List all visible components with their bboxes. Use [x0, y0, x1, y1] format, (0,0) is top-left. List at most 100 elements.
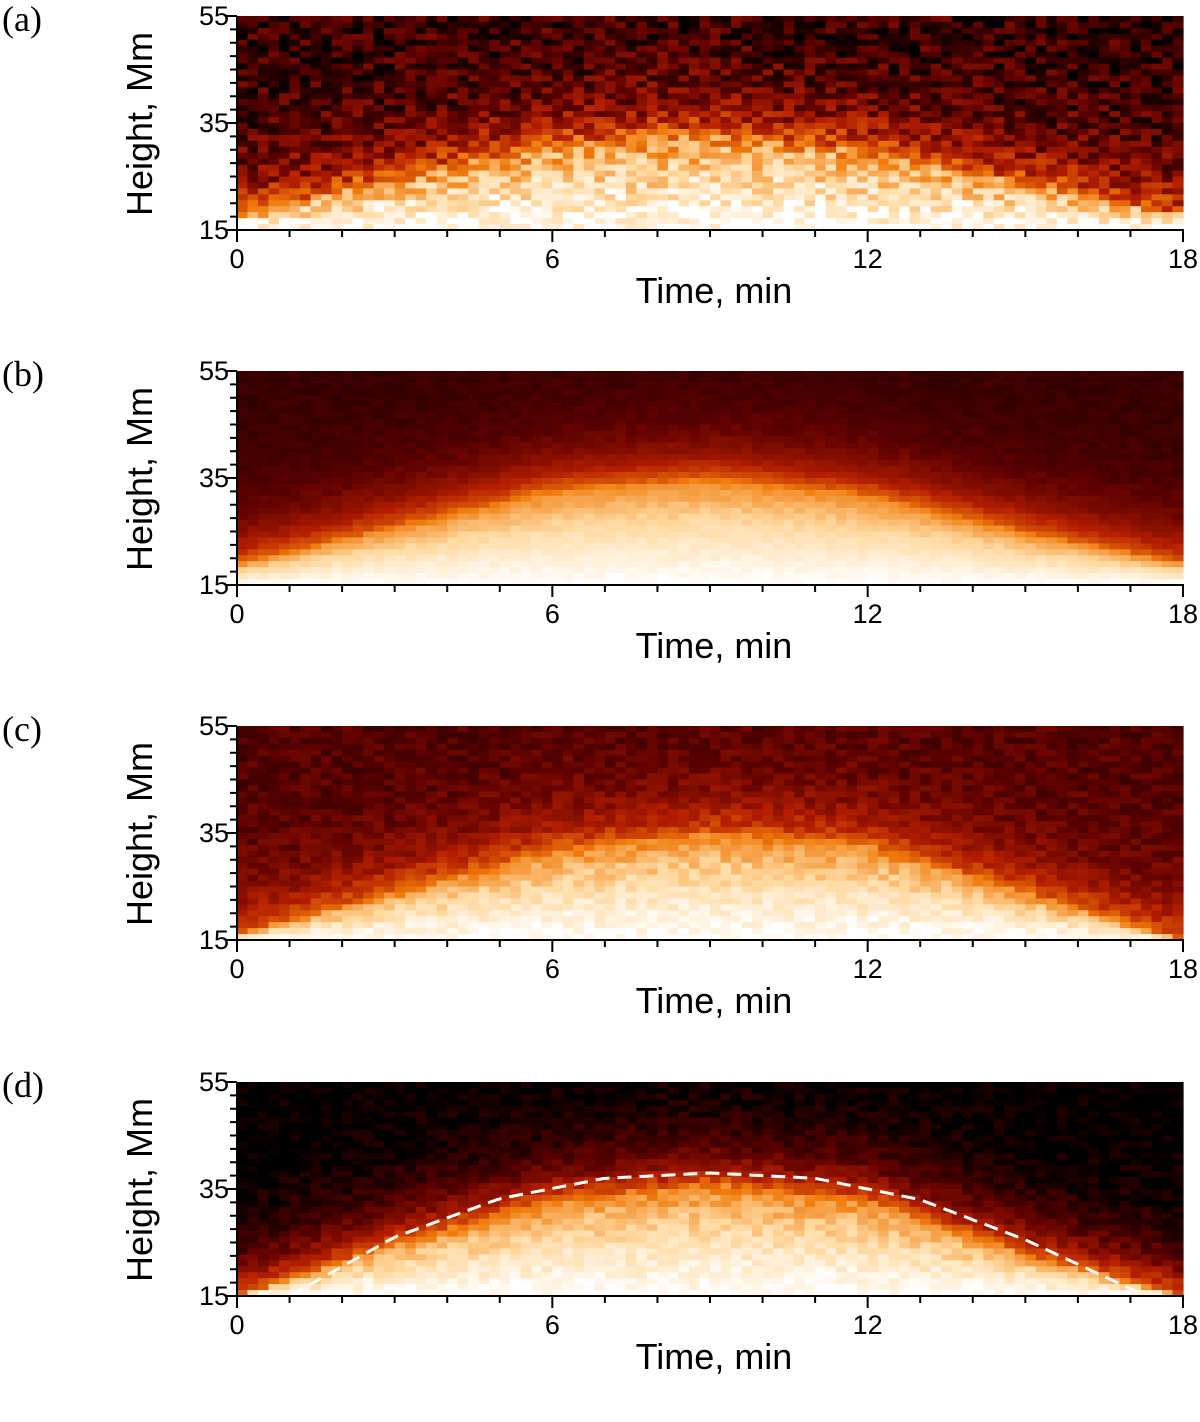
heatmap-cell — [479, 64, 490, 71]
heatmap-cell — [374, 448, 385, 455]
heatmap-cell — [805, 81, 816, 88]
heatmap-cell — [500, 377, 511, 384]
heatmap-cell — [458, 153, 469, 160]
heatmap-cell — [563, 430, 574, 437]
heatmap-cell — [1088, 165, 1099, 172]
heatmap-cell — [889, 64, 900, 71]
heatmap-cell — [426, 177, 437, 184]
heatmap-cell — [752, 46, 763, 53]
heatmap-cell — [363, 123, 374, 130]
heatmap-cell — [384, 543, 395, 550]
heatmap-cell — [248, 70, 259, 77]
heatmap-cell — [699, 28, 710, 35]
heatmap-cell — [836, 141, 847, 148]
heatmap-cell — [941, 58, 952, 65]
heatmap-cell — [668, 472, 679, 479]
heatmap-cell — [416, 171, 427, 178]
heatmap-cell — [594, 28, 605, 35]
heatmap-cell — [878, 147, 889, 154]
heatmap-cell — [279, 466, 290, 473]
heatmap-cell — [458, 508, 469, 515]
heatmap-cell — [742, 212, 753, 219]
heatmap-cell — [773, 117, 784, 124]
heatmap-cell — [290, 389, 301, 396]
heatmap-cell — [353, 573, 364, 580]
heatmap-cell — [552, 460, 563, 467]
heatmap-cell — [615, 141, 626, 148]
heatmap-cell — [721, 407, 732, 414]
heatmap-cell — [353, 567, 364, 574]
heatmap-cell — [384, 28, 395, 35]
heatmap-cell — [731, 159, 742, 166]
heatmap-cell — [668, 93, 679, 100]
heatmap-cell — [521, 87, 532, 94]
heatmap-cell — [1067, 93, 1078, 100]
heatmap-cell — [531, 34, 542, 41]
heatmap-cell — [248, 105, 259, 112]
heatmap-cell — [395, 52, 406, 59]
heatmap-cell — [416, 460, 427, 467]
heatmap-cell — [237, 46, 248, 53]
heatmap-cell — [952, 46, 963, 53]
heatmap-cell — [290, 111, 301, 118]
heatmap-cell — [321, 419, 332, 426]
heatmap-cell — [1025, 117, 1036, 124]
heatmap-cell — [258, 99, 269, 106]
heatmap-cell — [458, 425, 469, 432]
heatmap-cell — [668, 159, 679, 166]
heatmap-cell — [668, 70, 679, 77]
heatmap-cell — [521, 407, 532, 414]
heatmap-cell — [1078, 171, 1089, 178]
heatmap-cell — [542, 188, 553, 195]
heatmap-cell — [1088, 218, 1099, 225]
heatmap-cell — [342, 430, 353, 437]
heatmap-cell — [468, 52, 479, 59]
heatmap-cell — [594, 40, 605, 47]
heatmap-cell — [1088, 34, 1099, 41]
heatmap-cell — [826, 218, 837, 225]
heatmap-cell — [563, 377, 574, 384]
heatmap-cell — [889, 16, 900, 23]
heatmap-cell — [1141, 81, 1152, 88]
heatmap-cell — [1120, 129, 1131, 136]
heatmap-cell — [279, 22, 290, 29]
heatmap-cell — [374, 371, 385, 378]
heatmap-cell — [962, 129, 973, 136]
heatmap-cell — [910, 46, 921, 53]
heatmap-cell — [279, 543, 290, 550]
heatmap-cell — [626, 22, 637, 29]
heatmap-cell — [994, 64, 1005, 71]
heatmap-cell — [300, 395, 311, 402]
heatmap-cell — [258, 165, 269, 172]
heatmap-cell — [531, 549, 542, 556]
heatmap-cell — [237, 425, 248, 432]
heatmap-cell — [636, 502, 647, 509]
heatmap-cell — [500, 401, 511, 408]
heatmap-cell — [647, 508, 658, 515]
heatmap-cell — [584, 147, 595, 154]
heatmap-cell — [248, 34, 259, 41]
heatmap-cell — [636, 159, 647, 166]
heatmap-cell — [794, 87, 805, 94]
heatmap-cell — [311, 123, 322, 130]
heatmap-cell — [395, 466, 406, 473]
heatmap-cell — [742, 70, 753, 77]
heatmap-cell — [384, 99, 395, 106]
heatmap-cell — [563, 177, 574, 184]
heatmap-cell — [1130, 123, 1141, 130]
heatmap-cell — [437, 117, 448, 124]
heatmap-cell — [678, 200, 689, 207]
heatmap-cell — [468, 22, 479, 29]
heatmap-cell — [973, 182, 984, 189]
heatmap-cell — [920, 46, 931, 53]
heatmap-cell — [805, 182, 816, 189]
heatmap-cell — [794, 93, 805, 100]
heatmap-cell — [342, 40, 353, 47]
heatmap-cell — [1120, 46, 1131, 53]
heatmap-cell — [290, 543, 301, 550]
y-tick-label: 55 — [199, 1, 229, 31]
heatmap-cell — [374, 218, 385, 225]
heatmap-cell — [1046, 182, 1057, 189]
heatmap-cell — [836, 206, 847, 213]
heatmap-cell — [437, 484, 448, 491]
